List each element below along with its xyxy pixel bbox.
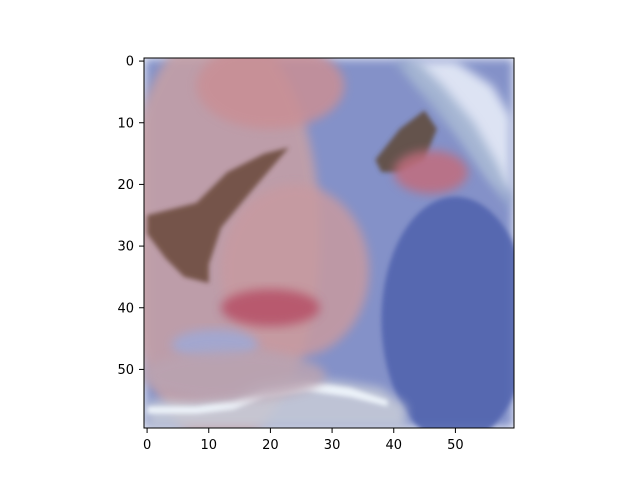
heatmap-region-bottom-white-stripe [147,381,388,414]
plot-frame [143,57,515,429]
heatmap-region-hair-shadow [393,61,511,210]
x-tick-label-40: 40 [385,438,402,453]
heatmap-region-bottom-left-pink [144,350,326,401]
x-tick-label-50: 50 [447,438,464,453]
heatmap-region-right-blue-dark [381,196,514,428]
x-axis: 0 10 20 30 40 50 [143,428,464,453]
x-tick-label-20: 20 [262,438,279,453]
heatmap-region-eye-left-dark [147,147,289,284]
x-tick-label-0: 0 [143,438,151,453]
heatmap-region-right-eye-pink [393,150,468,194]
y-tick-label-30: 30 [117,240,134,255]
heatmap-region-center-pink [221,184,370,358]
y-tick-label-50: 50 [117,363,134,378]
x-tick-label-10: 10 [200,438,217,453]
y-tick-label-0: 0 [126,55,134,70]
heatmap-region-mouth-red [221,289,320,327]
y-tick-label-10: 10 [117,116,134,131]
plot-area [144,58,514,428]
y-axis: 0 10 20 30 40 50 [117,55,144,378]
heatmap-region-top-pink [196,58,345,129]
y-tick-label-40: 40 [117,301,134,316]
x-tick-label-30: 30 [324,438,341,453]
y-tick-label-20: 20 [117,178,134,193]
